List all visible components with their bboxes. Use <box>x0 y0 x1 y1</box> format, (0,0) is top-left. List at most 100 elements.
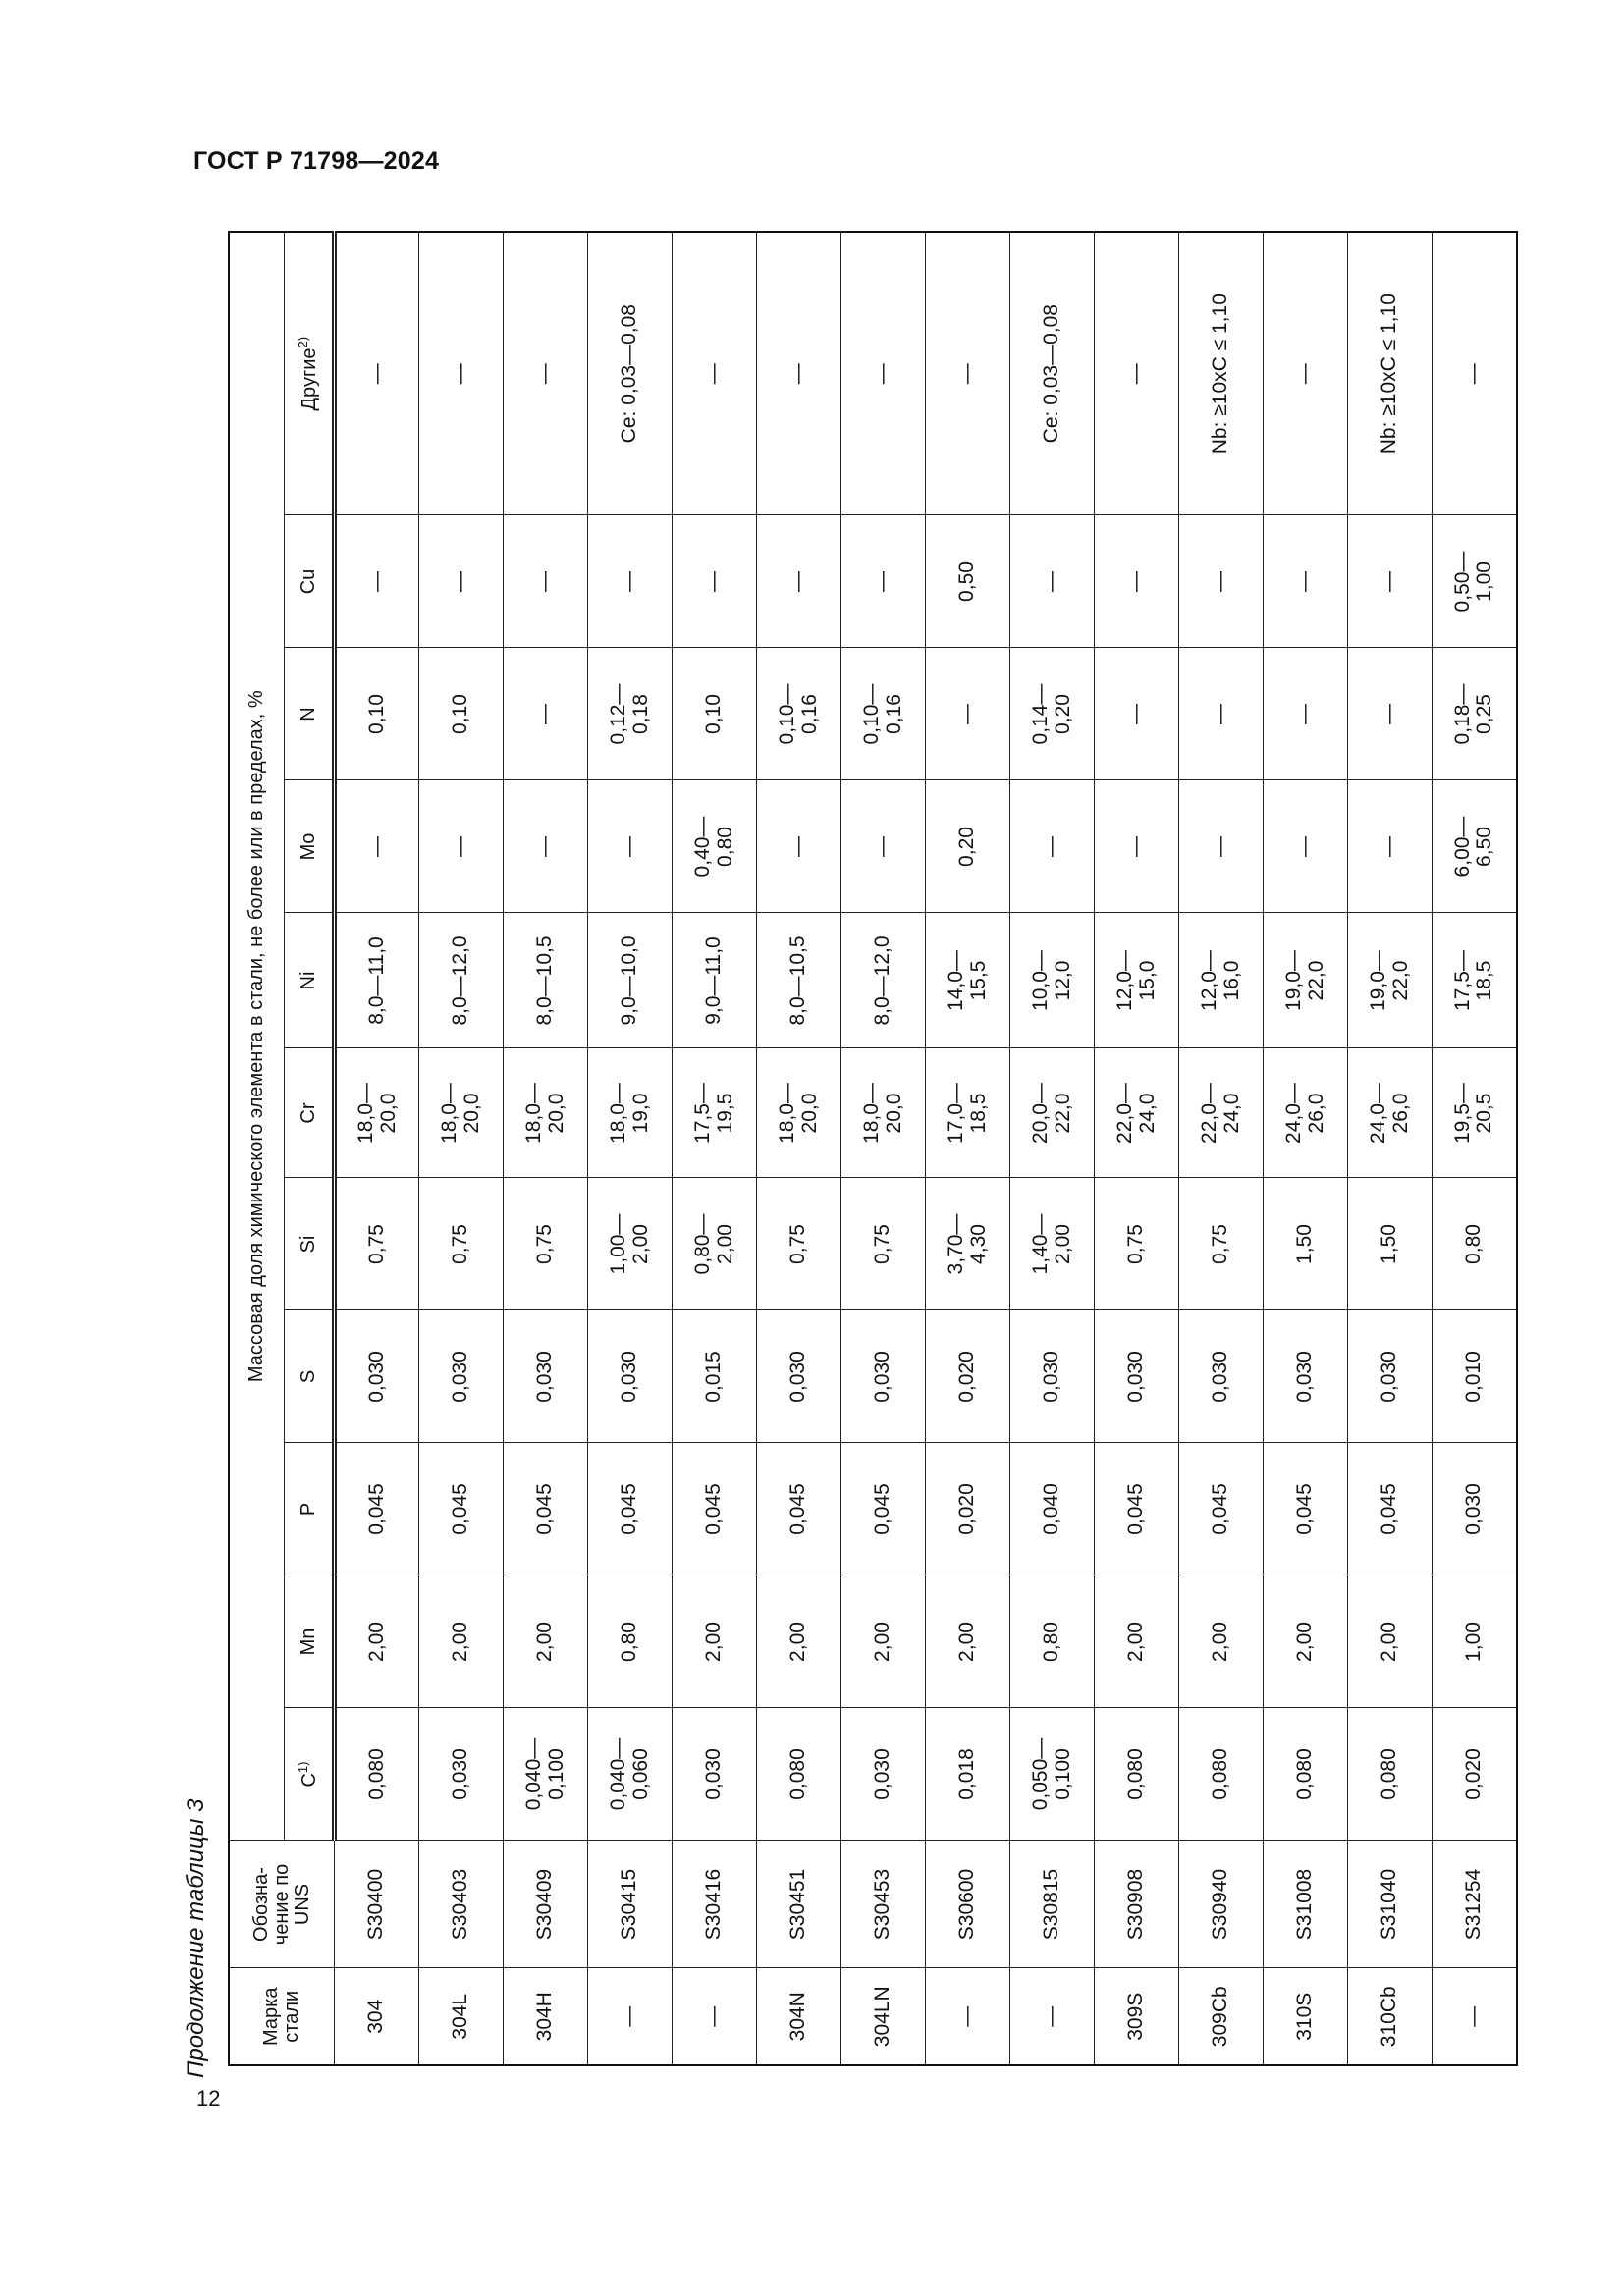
table-row: 304N S30451 0,080 2,00 0,045 0,030 0,75 18,0— 2… <box>756 231 841 2065</box>
cell-grade: 304N <box>756 1968 841 2065</box>
cell-s: 0,030 <box>840 1310 926 1443</box>
cell-ni: 9,0—10,0 <box>587 913 673 1048</box>
cell-cr: 18,0— 20,0 <box>840 1048 926 1178</box>
cell-si: 1,40— 2,00 <box>1009 1178 1095 1310</box>
cell-cu: — <box>1009 515 1095 648</box>
header-grade: Марка стали <box>229 1968 335 2065</box>
cell-uns: S30908 <box>1094 1841 1179 1968</box>
header-cr: Cr <box>284 1048 335 1178</box>
cell-other: — <box>925 231 1010 515</box>
table-row: — S30416 0,030 2,00 0,045 0,015 0,80— 2,00 17,5… <box>672 231 757 2065</box>
cell-other: — <box>840 231 926 515</box>
cell-cu: — <box>756 515 841 648</box>
cell-si: 0,80— 2,00 <box>672 1178 757 1310</box>
cell-n: 0,10 <box>418 648 504 780</box>
cell-p: 0,045 <box>1178 1443 1264 1575</box>
cell-p: 0,045 <box>756 1443 841 1575</box>
cell-grade: — <box>587 1968 673 2065</box>
cell-uns: S30400 <box>334 1841 419 1968</box>
cell-s: 0,030 <box>1263 1310 1348 1443</box>
cell-uns: S30815 <box>1009 1841 1095 1968</box>
cell-grade: 310S <box>1263 1968 1348 2065</box>
cell-mn: 2,00 <box>840 1575 926 1708</box>
cell-si: 0,75 <box>1178 1178 1264 1310</box>
header-c: C1) <box>284 1708 335 1841</box>
cell-uns: S30600 <box>925 1841 1010 1968</box>
cell-grade: 310Cb <box>1347 1968 1433 2065</box>
cell-n: 0,14— 0,20 <box>1009 648 1095 780</box>
cell-mo: — <box>840 780 926 913</box>
cell-cr: 17,5— 19,5 <box>672 1048 757 1178</box>
cell-cu: — <box>840 515 926 648</box>
cell-s: 0,030 <box>1347 1310 1433 1443</box>
cell-s: 0,030 <box>756 1310 841 1443</box>
header-ni: Ni <box>284 913 335 1048</box>
cell-grade: — <box>1432 1968 1517 2065</box>
cell-cr: 20,0— 22,0 <box>1009 1048 1095 1178</box>
cell-grade: 309S <box>1094 1968 1179 2065</box>
cell-s: 0,015 <box>672 1310 757 1443</box>
cell-mn: 0,80 <box>587 1575 673 1708</box>
cell-c: 0,030 <box>840 1708 926 1841</box>
cell-uns: S31254 <box>1432 1841 1517 1968</box>
cell-cu: — <box>503 515 588 648</box>
cell-c: 0,040— 0,060 <box>587 1708 673 1841</box>
header-c-label: C <box>298 1773 320 1788</box>
cell-n: 0,10 <box>672 648 757 780</box>
cell-grade: 304 <box>334 1968 419 2065</box>
header-other: Другие2) <box>284 231 335 515</box>
cell-ni: 17,5— 18,5 <box>1432 913 1517 1048</box>
cell-mo: — <box>1009 780 1095 913</box>
cell-c: 0,020 <box>1432 1708 1517 1841</box>
cell-uns: S30415 <box>587 1841 673 1968</box>
cell-other: — <box>1094 231 1179 515</box>
cell-other: — <box>503 231 588 515</box>
cell-n: — <box>503 648 588 780</box>
cell-n: — <box>1178 648 1264 780</box>
cell-p: 0,045 <box>840 1443 926 1575</box>
cell-other: — <box>418 231 504 515</box>
cell-uns: S31040 <box>1347 1841 1433 1968</box>
cell-other: — <box>1432 231 1517 515</box>
cell-c: 0,050— 0,100 <box>1009 1708 1095 1841</box>
cell-uns: S30409 <box>503 1841 588 1968</box>
cell-mn: 2,00 <box>334 1575 419 1708</box>
cell-cr: 24,0— 26,0 <box>1347 1048 1433 1178</box>
footnote-ref-1: 1) <box>296 1761 310 1774</box>
cell-cr: 18,0— 19,0 <box>587 1048 673 1178</box>
cell-mo: — <box>1263 780 1348 913</box>
cell-p: 0,045 <box>1263 1443 1348 1575</box>
cell-uns: S30940 <box>1178 1841 1264 1968</box>
cell-other: — <box>334 231 419 515</box>
table-row: 304LN S30453 0,030 2,00 0,045 0,030 0,75 18,0— … <box>840 231 926 2065</box>
table-row: 309S S30908 0,080 2,00 0,045 0,030 0,75 22,0— 2… <box>1094 231 1179 2065</box>
cell-mn: 2,00 <box>672 1575 757 1708</box>
cell-n: — <box>1263 648 1348 780</box>
cell-grade: — <box>925 1968 1010 2065</box>
cell-grade: 304L <box>418 1968 504 2065</box>
cell-p: 0,045 <box>503 1443 588 1575</box>
cell-cr: 17,0— 18,5 <box>925 1048 1010 1178</box>
cell-s: 0,030 <box>503 1310 588 1443</box>
cell-mn: 2,00 <box>1178 1575 1264 1708</box>
cell-s: 0,030 <box>587 1310 673 1443</box>
cell-c: 0,080 <box>1263 1708 1348 1841</box>
cell-s: 0,030 <box>334 1310 419 1443</box>
cell-other: — <box>672 231 757 515</box>
table-row: 310S S31008 0,080 2,00 0,045 0,030 1,50 24,0— 2… <box>1263 231 1348 2065</box>
cell-mn: 2,00 <box>503 1575 588 1708</box>
header-mn: Mn <box>284 1575 335 1708</box>
chemical-composition-table: Марка стали Обозна- чение по UNS Массова… <box>228 230 1518 2066</box>
cell-ni: 8,0—10,5 <box>503 913 588 1048</box>
page-number: 12 <box>196 2086 221 2110</box>
cell-cr: 19,5— 20,5 <box>1432 1048 1517 1178</box>
cell-c: 0,080 <box>1094 1708 1179 1841</box>
cell-cr: 18,0— 20,0 <box>334 1048 419 1178</box>
table-row: — S30415 0,040— 0,060 0,80 0,045 0,030 1,00— 2… <box>587 231 673 2065</box>
cell-mo: — <box>1178 780 1264 913</box>
header-mo: Mo <box>284 780 335 913</box>
cell-p: 0,045 <box>334 1443 419 1575</box>
cell-si: 0,75 <box>418 1178 504 1310</box>
cell-mo: 0,40— 0,80 <box>672 780 757 913</box>
header-s: S <box>284 1310 335 1443</box>
